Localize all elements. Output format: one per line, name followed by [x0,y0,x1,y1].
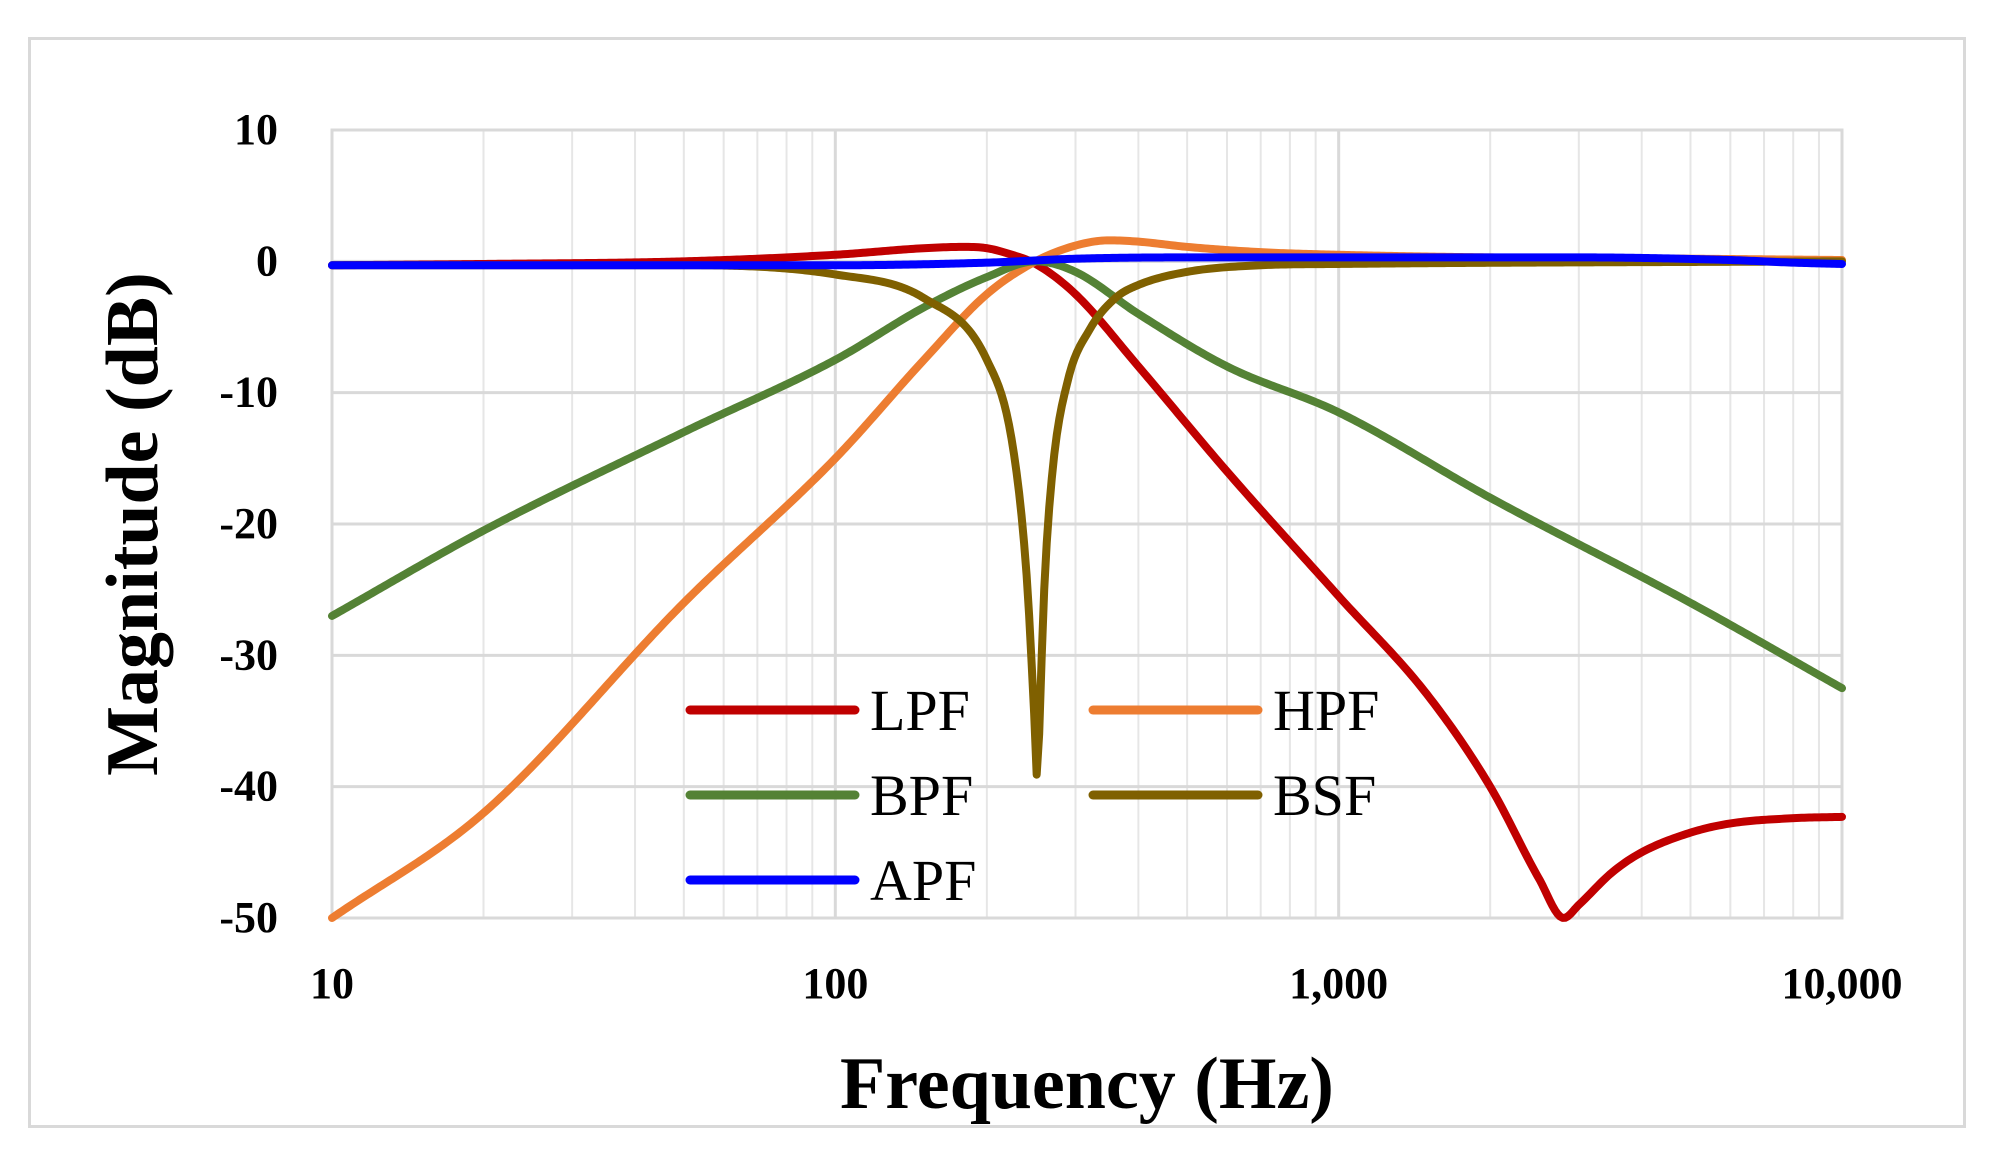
y-axis-title: Magnitude (dB) [92,272,174,776]
x-tick-label: 10 [310,959,354,1008]
y-tick-label: -10 [219,368,278,417]
legend-item-hpf: HPF [1088,678,1379,743]
y-tick-label: -50 [219,893,278,942]
plot-area [330,128,1844,920]
y-tick-label: 0 [256,236,278,285]
series-lines [328,236,1846,922]
legend-item-bsf: BSF [1088,763,1376,828]
legend-item-bpf: BPF [685,763,973,828]
legend-label: BPF [870,763,973,828]
y-tick-labels: 10 0 -10 -20 -30 -40 -50 [219,105,278,942]
y-tick-label: -20 [219,499,278,548]
x-tick-label: 10,000 [1782,959,1903,1008]
series-line-bpf [328,257,1846,693]
x-tick-label: 1,000 [1289,959,1388,1008]
series-line-bsf [328,257,1846,779]
legend-item-apf: APF [685,848,976,913]
y-tick-label: -40 [219,762,278,811]
legend-label: HPF [1273,678,1379,743]
legend-label: LPF [870,678,970,743]
y-tick-label: 10 [234,105,278,154]
legend: LPF HPF BPF BSF APF [685,678,1379,913]
series-line-apf [328,253,1846,270]
x-axis-title: Frequency (Hz) [840,1043,1334,1125]
legend-item-lpf: LPF [685,678,970,743]
series-line-hpf [328,236,1846,922]
series-line-lpf [328,242,1846,922]
x-tick-labels: 10 100 1,000 10,000 [310,959,1903,1008]
legend-label: APF [870,848,976,913]
major-gridlines [330,128,1844,920]
legend-label: BSF [1273,763,1376,828]
y-tick-label: -30 [219,630,278,679]
x-tick-label: 100 [802,959,868,1008]
chart-frame [28,37,1966,1128]
